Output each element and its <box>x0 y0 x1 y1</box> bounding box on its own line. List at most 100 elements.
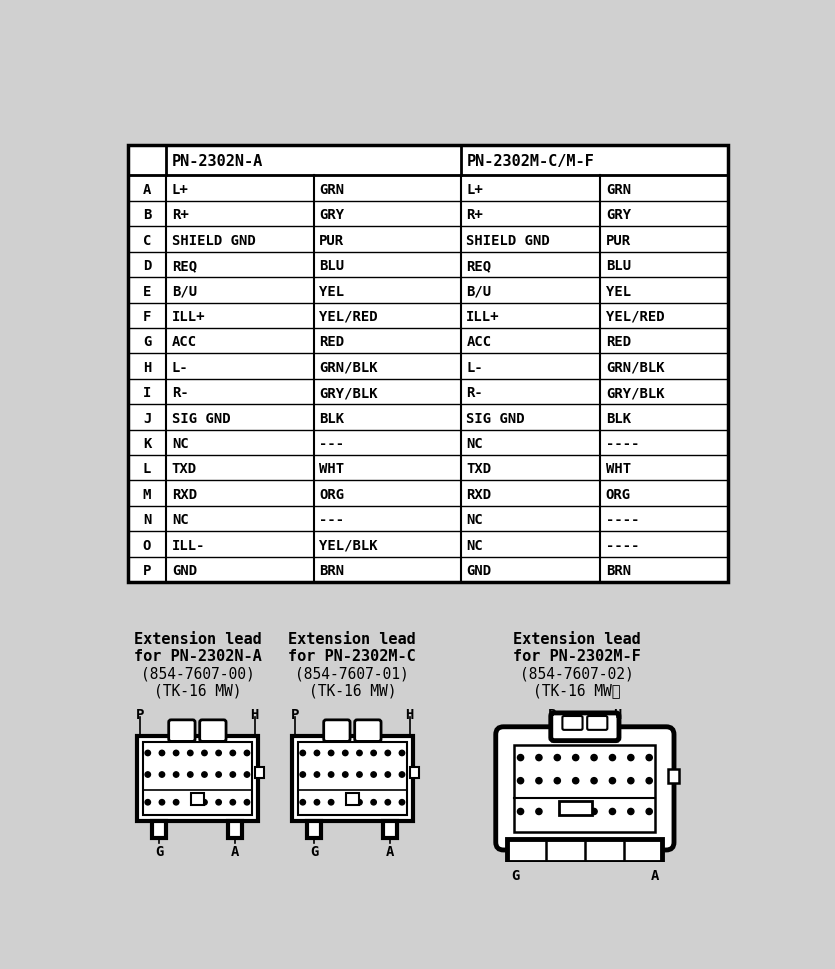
Bar <box>668 769 679 783</box>
Text: E: E <box>143 284 151 298</box>
Text: O: O <box>143 538 151 552</box>
Text: YEL: YEL <box>606 284 631 298</box>
Text: BRN: BRN <box>319 564 344 578</box>
Text: BLU: BLU <box>606 259 631 273</box>
Bar <box>128 145 728 582</box>
Text: (854-7607-00): (854-7607-00) <box>140 666 254 680</box>
Text: F: F <box>143 310 151 324</box>
Text: GRN/BLK: GRN/BLK <box>606 360 665 374</box>
FancyBboxPatch shape <box>169 720 195 741</box>
Text: B/U: B/U <box>466 284 492 298</box>
Circle shape <box>230 751 235 756</box>
Text: RXD: RXD <box>466 487 492 501</box>
Circle shape <box>536 808 542 815</box>
Circle shape <box>314 751 320 756</box>
Text: GRN: GRN <box>606 183 631 197</box>
Circle shape <box>174 799 179 805</box>
Circle shape <box>357 751 362 756</box>
Text: ----: ---- <box>606 513 640 527</box>
Text: P: P <box>548 707 556 721</box>
Text: ACC: ACC <box>172 335 197 349</box>
Circle shape <box>159 751 164 756</box>
Text: PUR: PUR <box>606 234 631 247</box>
Text: Extension lead: Extension lead <box>514 632 641 646</box>
Text: B: B <box>143 208 151 222</box>
Text: RED: RED <box>606 335 631 349</box>
Circle shape <box>145 799 150 805</box>
Circle shape <box>145 772 150 777</box>
Text: SIG GND: SIG GND <box>466 411 525 425</box>
Circle shape <box>518 808 524 815</box>
Circle shape <box>371 751 377 756</box>
Bar <box>559 800 592 815</box>
Text: H: H <box>250 707 259 721</box>
Circle shape <box>245 772 250 777</box>
Text: ----: ---- <box>606 437 640 451</box>
Circle shape <box>174 751 179 756</box>
Text: NC: NC <box>466 437 483 451</box>
Text: H: H <box>143 360 151 374</box>
Text: J: J <box>143 411 151 425</box>
Text: YEL: YEL <box>319 284 344 298</box>
Text: for PN-2302N-A: for PN-2302N-A <box>134 648 261 664</box>
Text: SIG GND: SIG GND <box>172 411 230 425</box>
Text: WHT: WHT <box>319 462 344 476</box>
Text: K: K <box>143 437 151 451</box>
Circle shape <box>314 799 320 805</box>
Bar <box>292 736 412 821</box>
Bar <box>508 839 662 862</box>
Circle shape <box>371 772 377 777</box>
Text: BLU: BLU <box>319 259 344 273</box>
Text: NC: NC <box>466 538 483 552</box>
Text: A: A <box>231 844 240 858</box>
Text: P: P <box>291 707 299 721</box>
Text: P: P <box>136 707 144 721</box>
Circle shape <box>646 755 652 761</box>
Text: C: C <box>143 234 151 247</box>
Text: L+: L+ <box>466 183 483 197</box>
Circle shape <box>202 799 207 805</box>
Text: NC: NC <box>172 513 189 527</box>
Circle shape <box>610 778 615 784</box>
Text: for PN-2302M-F: for PN-2302M-F <box>514 648 641 664</box>
Text: (TK-16 MW): (TK-16 MW) <box>154 682 241 698</box>
FancyBboxPatch shape <box>355 720 381 741</box>
Circle shape <box>591 808 597 815</box>
Circle shape <box>300 799 306 805</box>
Circle shape <box>216 751 221 756</box>
Circle shape <box>385 799 391 805</box>
Circle shape <box>342 751 348 756</box>
Circle shape <box>328 772 334 777</box>
Text: BRN: BRN <box>606 564 631 578</box>
Circle shape <box>591 755 597 761</box>
Bar <box>229 821 242 838</box>
Circle shape <box>159 772 164 777</box>
Text: L+: L+ <box>172 183 189 197</box>
Circle shape <box>518 778 524 784</box>
Text: YEL/BLK: YEL/BLK <box>319 538 377 552</box>
Text: L-: L- <box>172 360 189 374</box>
FancyBboxPatch shape <box>200 720 226 741</box>
Circle shape <box>628 755 634 761</box>
Circle shape <box>628 778 634 784</box>
Text: B/U: B/U <box>172 284 197 298</box>
Circle shape <box>159 799 164 805</box>
Text: GND: GND <box>466 564 492 578</box>
Text: H: H <box>613 707 621 721</box>
FancyBboxPatch shape <box>587 716 607 730</box>
Circle shape <box>188 751 193 756</box>
Text: A: A <box>650 868 659 883</box>
Text: G: G <box>511 868 519 883</box>
Bar <box>143 742 251 815</box>
Bar <box>307 821 321 838</box>
Circle shape <box>554 778 560 784</box>
Text: SHIELD GND: SHIELD GND <box>172 234 256 247</box>
Text: GRY: GRY <box>319 208 344 222</box>
Circle shape <box>245 799 250 805</box>
Text: for PN-2302M-C: for PN-2302M-C <box>289 648 417 664</box>
Bar <box>514 745 655 831</box>
Circle shape <box>230 799 235 805</box>
Circle shape <box>245 751 250 756</box>
Text: P: P <box>143 564 151 578</box>
Circle shape <box>628 808 634 815</box>
